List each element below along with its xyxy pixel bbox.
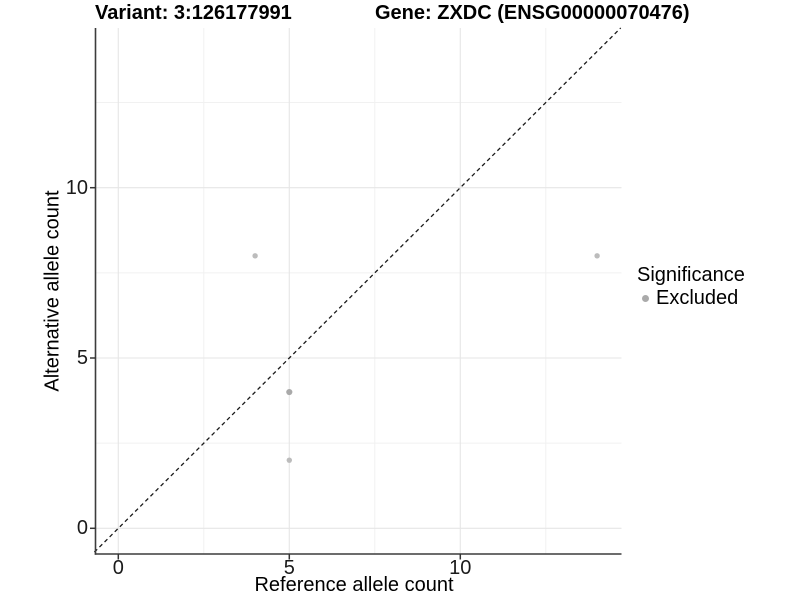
- identity-line: [93, 27, 622, 553]
- legend: Significance Excluded: [637, 264, 745, 309]
- identity-line-group: [93, 27, 622, 553]
- data-point: [286, 457, 292, 463]
- legend-key-dot-icon: [642, 295, 649, 302]
- y-tick-label: 5: [76, 347, 88, 369]
- gridlines-major: [95, 28, 622, 554]
- tick-marks-group: [90, 186, 462, 560]
- legend-entry-label: Excluded: [656, 287, 739, 309]
- y-tick-label: 0: [76, 517, 88, 540]
- data-point: [286, 388, 293, 396]
- data-points-group: [252, 253, 600, 463]
- gene-title: Gene: ZXDC (ENSG00000070476): [375, 2, 690, 24]
- legend-entry: Excluded: [637, 287, 745, 309]
- y-tick-label: 10: [65, 176, 88, 199]
- axis-lines-group: [94, 28, 622, 555]
- gridlines-minor: [95, 28, 622, 554]
- legend-title: Significance: [637, 264, 745, 286]
- x-tick-label: 5: [283, 557, 295, 579]
- x-tick-label: 10: [449, 557, 472, 579]
- variant-title: Variant: 3:126177991: [95, 2, 292, 24]
- data-point: [594, 253, 600, 259]
- x-tick-label: 0: [112, 557, 124, 579]
- data-point: [252, 253, 258, 259]
- x-axis-title: Reference allele count: [254, 574, 454, 596]
